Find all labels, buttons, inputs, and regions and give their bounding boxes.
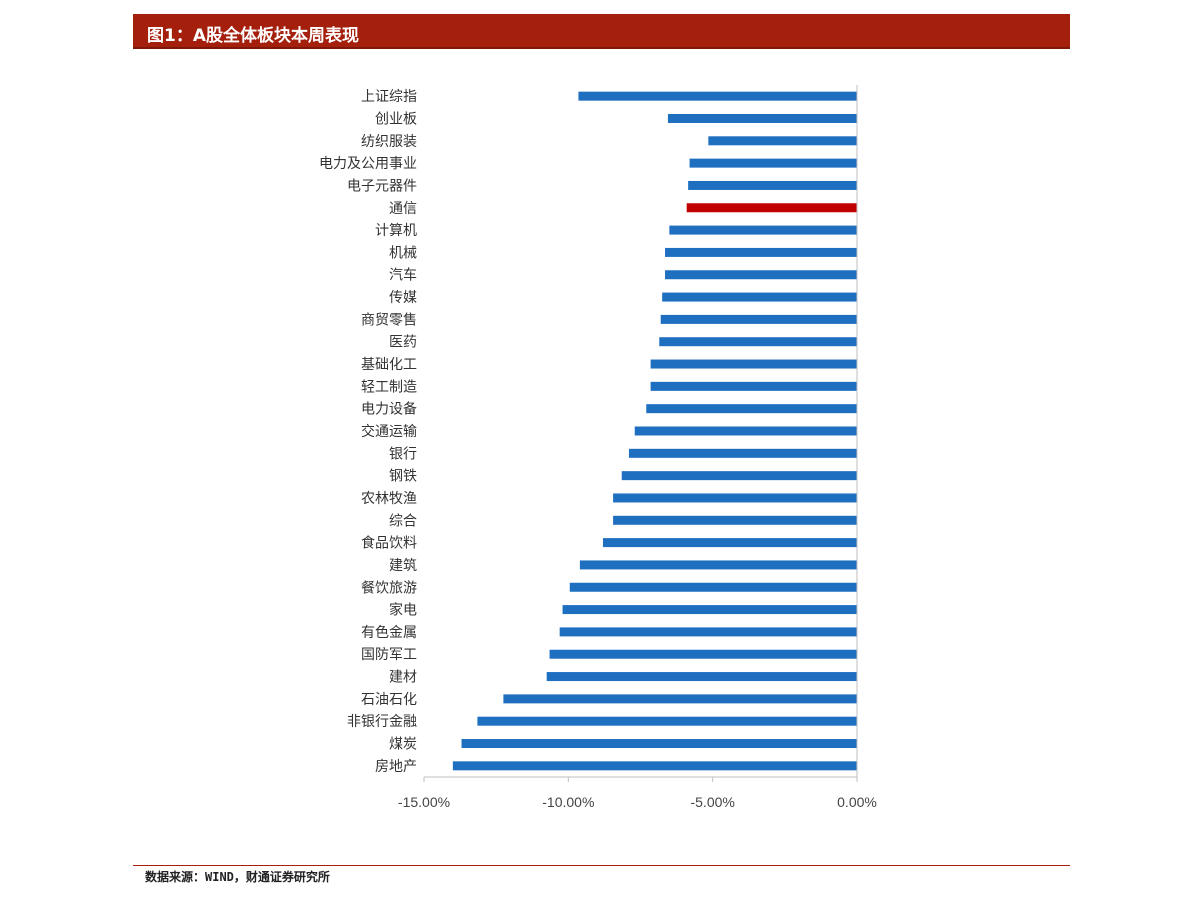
footer-divider [133,865,1070,866]
bar-31 [452,761,857,771]
x-tick-label: -5.00% [690,794,734,810]
category-label: 通信 [389,201,417,217]
bar-19 [613,493,857,503]
category-label: 纺织服装 [361,134,417,150]
bar-13 [650,359,857,369]
chart-title: 图1：A股全体板块本周表现 [147,26,359,46]
category-label: 机械 [389,245,417,261]
bar-5 [688,180,857,190]
category-label: 轻工制造 [361,379,417,395]
category-label: 建材 [389,670,417,686]
bar-24 [562,605,857,615]
category-label: 传媒 [389,290,417,306]
bar-10 [662,292,857,302]
category-label: 石油石化 [361,692,417,708]
bar-9 [665,270,857,280]
category-label: 食品饮料 [361,535,417,552]
x-tick-label: -15.00% [398,794,450,810]
category-label: 电力及公用事业 [319,156,417,172]
title-bar: 图1：A股全体板块本周表现 [133,14,1070,49]
bar-11 [660,314,857,324]
category-label: 银行 [389,446,417,462]
category-label: 电力设备 [361,401,417,418]
category-label: 有色金属 [361,624,417,641]
bar-21 [602,538,857,548]
category-label: 家电 [389,602,417,619]
bar-4 [689,158,857,168]
category-label: 计算机 [375,223,417,239]
source-note: 数据来源：WIND，财通证券研究所 [145,870,330,884]
category-label: 创业板 [375,111,417,127]
bar-22 [579,560,857,570]
x-tick-label: 0.00% [837,794,877,810]
bar-7 [669,225,857,235]
category-label: 电子元器件 [347,178,417,194]
category-label: 综合 [389,513,417,529]
category-label: 上证综指 [361,89,417,105]
bar-25 [559,627,857,637]
bar-18 [621,471,857,481]
bar-3 [708,136,857,146]
bar-20 [613,515,857,525]
bar-15 [646,404,857,414]
bar-29 [477,716,857,726]
bar-17 [628,448,857,458]
bar-2 [667,113,857,123]
category-label: 商贸零售 [361,312,417,328]
x-tick-label: -10.00% [542,794,594,810]
category-label: 农林牧渔 [361,491,417,507]
bar-27 [546,672,857,682]
category-label: 房地产 [375,759,417,775]
category-label: 钢铁 [389,469,417,485]
bar-6 [686,203,857,213]
category-label: 基础化工 [361,356,417,373]
category-label: 医药 [389,335,417,351]
bar-23 [569,582,857,592]
bar-1 [578,91,857,101]
bar-30 [461,739,857,749]
bar-26 [549,649,857,659]
bar-14 [650,381,857,391]
category-label: 非银行金融 [347,714,417,730]
bar-8 [665,247,857,257]
bar-12 [659,337,857,347]
category-label: 汽车 [389,267,417,284]
bar-16 [634,426,857,436]
category-label: 建筑 [389,558,417,574]
category-label: 交通运输 [361,423,417,440]
bar-28 [503,694,857,704]
category-label: 餐饮旅游 [361,580,417,596]
category-label: 国防军工 [361,647,417,663]
category-label: 煤炭 [389,737,417,753]
